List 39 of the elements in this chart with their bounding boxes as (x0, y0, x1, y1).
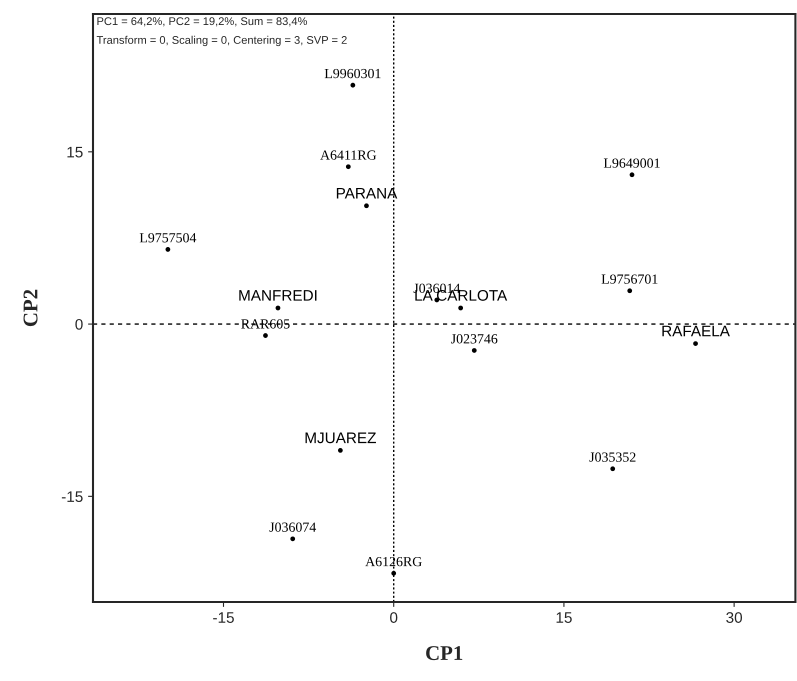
point (165, 247, 170, 252)
y-tick-label: 0 (75, 318, 83, 330)
y-tick-label: -15 (62, 491, 83, 502)
point (346, 164, 351, 170)
data-label: PARANA (336, 188, 398, 198)
data-label: L9960301 (324, 68, 381, 78)
annotation: Transform = 0, Scaling = 0, Centering = 3, SVP = 2 (96, 36, 347, 46)
point (693, 341, 698, 346)
x-tick-label: -15 (213, 612, 234, 623)
point (391, 570, 396, 576)
data-label: MJUAREZ (306, 432, 376, 444)
point (276, 306, 280, 310)
point (290, 536, 296, 542)
x-tick-label: 0 (390, 612, 398, 623)
data-label: J036074 (269, 522, 316, 532)
point (350, 82, 356, 88)
data-label: A6126RG (365, 556, 422, 566)
data-label: A6411RG (320, 150, 376, 160)
point (610, 466, 616, 472)
data-label: MANFREDI (239, 290, 316, 301)
y-tick-label: 15 (67, 146, 83, 158)
x-tick-label: 15 (556, 612, 572, 623)
point (364, 203, 369, 208)
x-tick-label: 30 (726, 612, 742, 623)
point (627, 288, 632, 294)
x-axis-title: CP1 (426, 646, 462, 660)
data-label: J023746 (451, 334, 498, 344)
data-label: L9756701 (602, 274, 658, 284)
point (338, 448, 343, 453)
point (263, 333, 268, 338)
data-label: RAFAELA (662, 326, 730, 336)
point (472, 348, 477, 353)
point (458, 306, 464, 310)
point (630, 172, 634, 178)
y-axis-title: CP2 (24, 290, 38, 326)
data-label: L9649001 (604, 158, 660, 168)
annotation: PC1 = 64,2%, PC2 = 19,2%, Sum = 83,4% (97, 17, 308, 26)
data-label: L9757504 (140, 233, 196, 242)
data-label: J035352 (589, 452, 636, 462)
